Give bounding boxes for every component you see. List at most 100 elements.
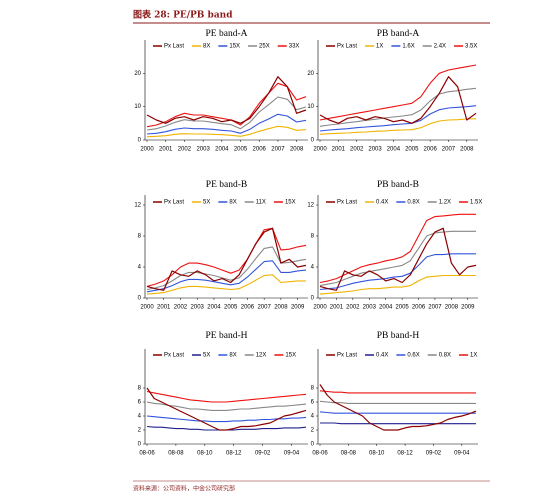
x-tick-label: 2006 [412,305,426,311]
legend-label: 25X [259,44,270,50]
x-tick-label: 2007 [428,305,442,311]
y-tick-label: 0 [138,442,142,448]
x-tick-label: 08-10 [197,451,213,457]
band-line [146,401,307,411]
x-tick-label: 2006 [423,147,437,153]
x-tick-label: 2009 [461,305,475,311]
band-line [319,411,476,414]
legend-label: 0.8X [439,353,451,359]
y-tick-label: 8 [138,386,142,392]
legend-label: 15X [285,200,296,206]
y-tick-label: 0 [311,138,315,144]
y-tick-label: 0 [138,296,142,302]
chart-title: PE band-B [206,180,247,190]
band-line [319,64,477,121]
band-line [319,390,476,394]
legend-label: 11X [256,200,266,206]
legend-label: 33X [289,44,300,50]
legend-label: 15X [285,353,296,359]
chart-title: PB band-H [377,331,420,341]
x-tick-label: 2004 [207,305,221,311]
band-line [146,113,307,135]
legend-label: 1.5X [470,200,482,206]
band-line [146,96,307,131]
band-line [146,260,307,293]
chart-title: PB band-B [377,180,419,190]
x-tick-label: 2000 [140,147,154,153]
price-line [146,227,307,291]
x-tick-label: 2002 [174,305,188,311]
band-line [146,227,307,287]
x-tick-label: 2001 [330,305,344,311]
legend-label: 1.6X [402,44,414,50]
legend-label: Px Last [164,353,184,359]
legend-label: 8X [203,44,210,50]
band-line [319,253,476,291]
price-line [146,76,307,124]
y-tick-label: 12 [307,203,314,209]
x-tick-label: 2004 [379,305,393,311]
band-line [146,125,307,138]
band-line [319,213,476,284]
legend-label: Px Last [337,200,357,206]
y-tick-label: 12 [134,203,141,209]
y-tick-label: 6 [311,400,315,406]
legend-label: 5X [203,200,210,206]
x-tick-label: 2000 [140,305,154,311]
y-tick-label: 0 [311,442,315,448]
x-tick-label: 2007 [442,147,456,153]
x-tick-label: 08-08 [168,451,184,457]
price-line [146,387,307,431]
x-tick-label: 2003 [363,305,377,311]
y-tick-label: 4 [311,265,315,271]
legend-label: 15X [229,44,240,50]
legend-label: 3.5X [465,44,477,50]
y-tick-label: 6 [138,400,142,406]
x-tick-label: 2005 [395,305,409,311]
x-tick-label: 08-12 [397,451,413,457]
x-tick-label: 08-06 [312,451,328,457]
band-line [146,274,306,295]
chart-title: PB band-A [377,29,420,39]
legend-label: 8X [229,200,236,206]
y-tick-label: 8 [138,234,142,240]
x-tick-label: 2008 [274,305,288,311]
x-tick-label: 2001 [159,147,173,153]
x-tick-label: 2001 [157,305,171,311]
y-tick-label: 0 [311,296,315,302]
x-tick-label: 2008 [460,147,474,153]
legend-label: 0.8X [407,200,419,206]
legend-label: 5X [203,353,210,359]
x-tick-label: 2006 [241,305,255,311]
y-tick-label: 20 [134,71,141,77]
legend-label: 0.4X [376,200,388,206]
band-line [319,230,476,287]
band-line [320,422,476,425]
legend-label: 1.2X [439,200,451,206]
legend-label: 1X [376,44,383,50]
x-tick-label: 2005 [234,147,248,153]
price-line [319,384,477,431]
x-tick-label: 09-02 [426,451,442,457]
source-note: 资料来源：公司资料，中金公司研究部 [133,485,235,493]
x-tick-label: 2005 [405,147,419,153]
legend-label: 0.4X [376,353,388,359]
legend-label: Px Last [164,200,184,206]
legend-label: 12X [256,353,267,359]
y-tick-label: 20 [307,71,314,77]
x-tick-label: 2007 [271,147,285,153]
x-tick-label: 2004 [215,147,229,153]
band-line [319,105,477,132]
band-line [319,274,476,295]
x-tick-label: 2009 [291,305,305,311]
price-line [319,76,477,124]
band-line [319,400,476,404]
y-tick-label: 10 [134,104,141,110]
x-tick-label: 08-06 [139,451,155,457]
x-tick-label: 2002 [178,147,192,153]
x-tick-label: 2004 [387,147,401,153]
y-tick-label: 8 [311,234,315,240]
x-tick-label: 2003 [191,305,205,311]
x-tick-label: 08-10 [369,451,385,457]
